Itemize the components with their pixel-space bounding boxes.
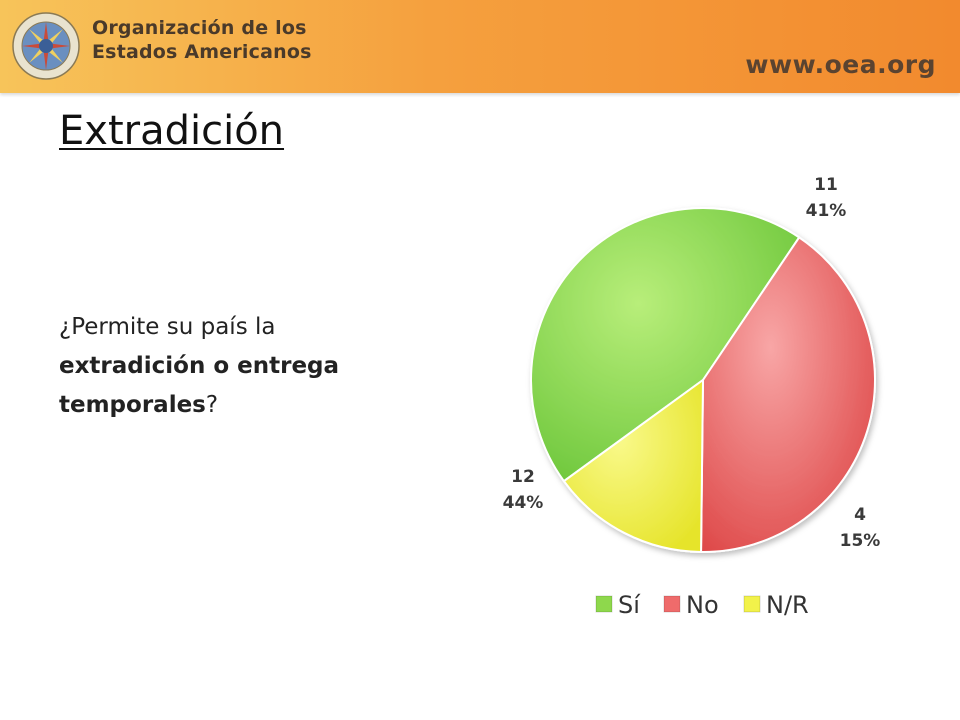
data-label-value: 12 [511,467,535,487]
data-label-value: 4 [854,505,866,525]
legend-swatch [595,595,613,613]
organization-name: Organización de los Estados Americanos [92,16,312,64]
data-label-percent: 41% [806,201,847,221]
data-label-percent: 44% [503,493,544,513]
pie-slice-si [530,207,801,483]
question-text: ¿Permite su país la extradición o entreg… [59,308,419,425]
oas-seal-icon [12,12,80,80]
data-label-value: 11 [814,175,838,195]
website-url[interactable]: www.oea.org [745,50,936,79]
question-end: ? [205,392,219,418]
question-emphasis: extradición o entrega temporales [59,353,340,418]
pie-slice-no [700,235,876,553]
legend-label: N/R [766,591,809,619]
legend-swatch [663,595,681,613]
data-label-percent: 15% [840,531,881,551]
org-name-line-1: Organización de los [92,17,307,39]
legend-label: No [686,591,719,619]
slide-title: Extradición [59,108,285,154]
pie-slice-nr [562,378,705,554]
legend-swatch [743,595,761,613]
legend-label: Sí [618,591,641,619]
org-name-line-2: Estados Americanos [92,41,312,63]
header-bar: Organización de los Estados Americanos w… [0,0,960,93]
question-start: ¿Permite su país la [59,314,276,340]
